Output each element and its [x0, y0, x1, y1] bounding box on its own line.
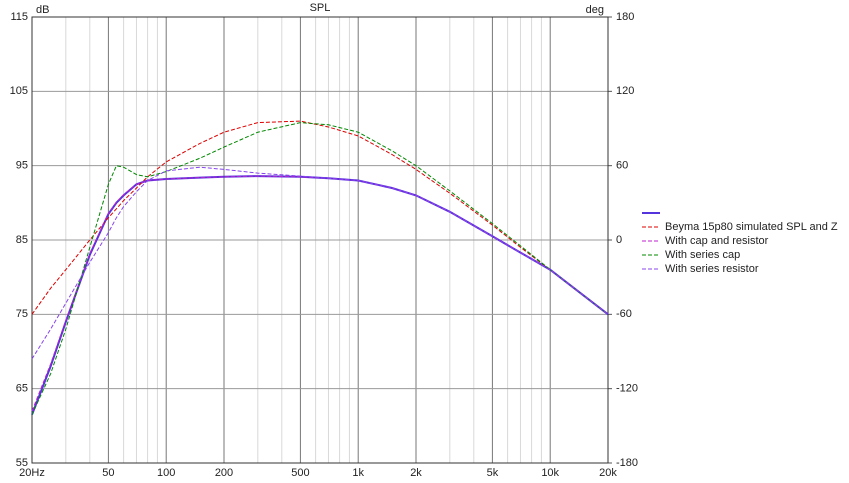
x-tick-label: 50 [102, 467, 114, 479]
y2-tick-label: 120 [616, 85, 634, 97]
y2-tick-label: 60 [616, 160, 628, 172]
series-line [31, 120, 609, 315]
legend-label: With series resistor [665, 263, 759, 275]
x-tick-label: 20k [599, 467, 617, 479]
x-tick-label: 100 [157, 467, 175, 479]
x-tick-label: 500 [291, 467, 309, 479]
y-tick-label: 65 [16, 383, 28, 395]
y-tick-label: 75 [16, 308, 28, 320]
y2-tick-label: 0 [616, 234, 622, 246]
x-tick-label: 1k [352, 467, 364, 479]
y-tick-label: 95 [16, 160, 28, 172]
x-tick-label: 20Hz [19, 467, 45, 479]
y2-tick-label: 180 [616, 11, 634, 23]
y2-tick-label: -120 [616, 383, 638, 395]
x-tick-label: 10k [541, 467, 559, 479]
x-tick-label: 5k [487, 467, 499, 479]
legend-label: With series cap [665, 249, 740, 261]
y2-tick-label: -60 [616, 308, 632, 320]
series-line [31, 122, 609, 415]
series-line [31, 166, 609, 360]
plot-frame [31, 16, 609, 464]
y2-tick-label: -180 [616, 457, 638, 469]
y-axis-label: dB [36, 4, 49, 16]
chart-title: SPL [310, 2, 331, 14]
y-tick-label: 115 [10, 11, 28, 23]
legend-label: Beyma 15p80 simulated SPL and Z [665, 221, 838, 233]
y-tick-label: 55 [16, 457, 28, 469]
legend-label: With cap and resistor [665, 235, 769, 247]
y-tick-label: 105 [10, 85, 28, 97]
x-tick-label: 200 [215, 467, 233, 479]
x-tick-label: 2k [410, 467, 422, 479]
y-tick-label: 85 [16, 234, 28, 246]
y2-axis-label: deg [586, 4, 604, 16]
